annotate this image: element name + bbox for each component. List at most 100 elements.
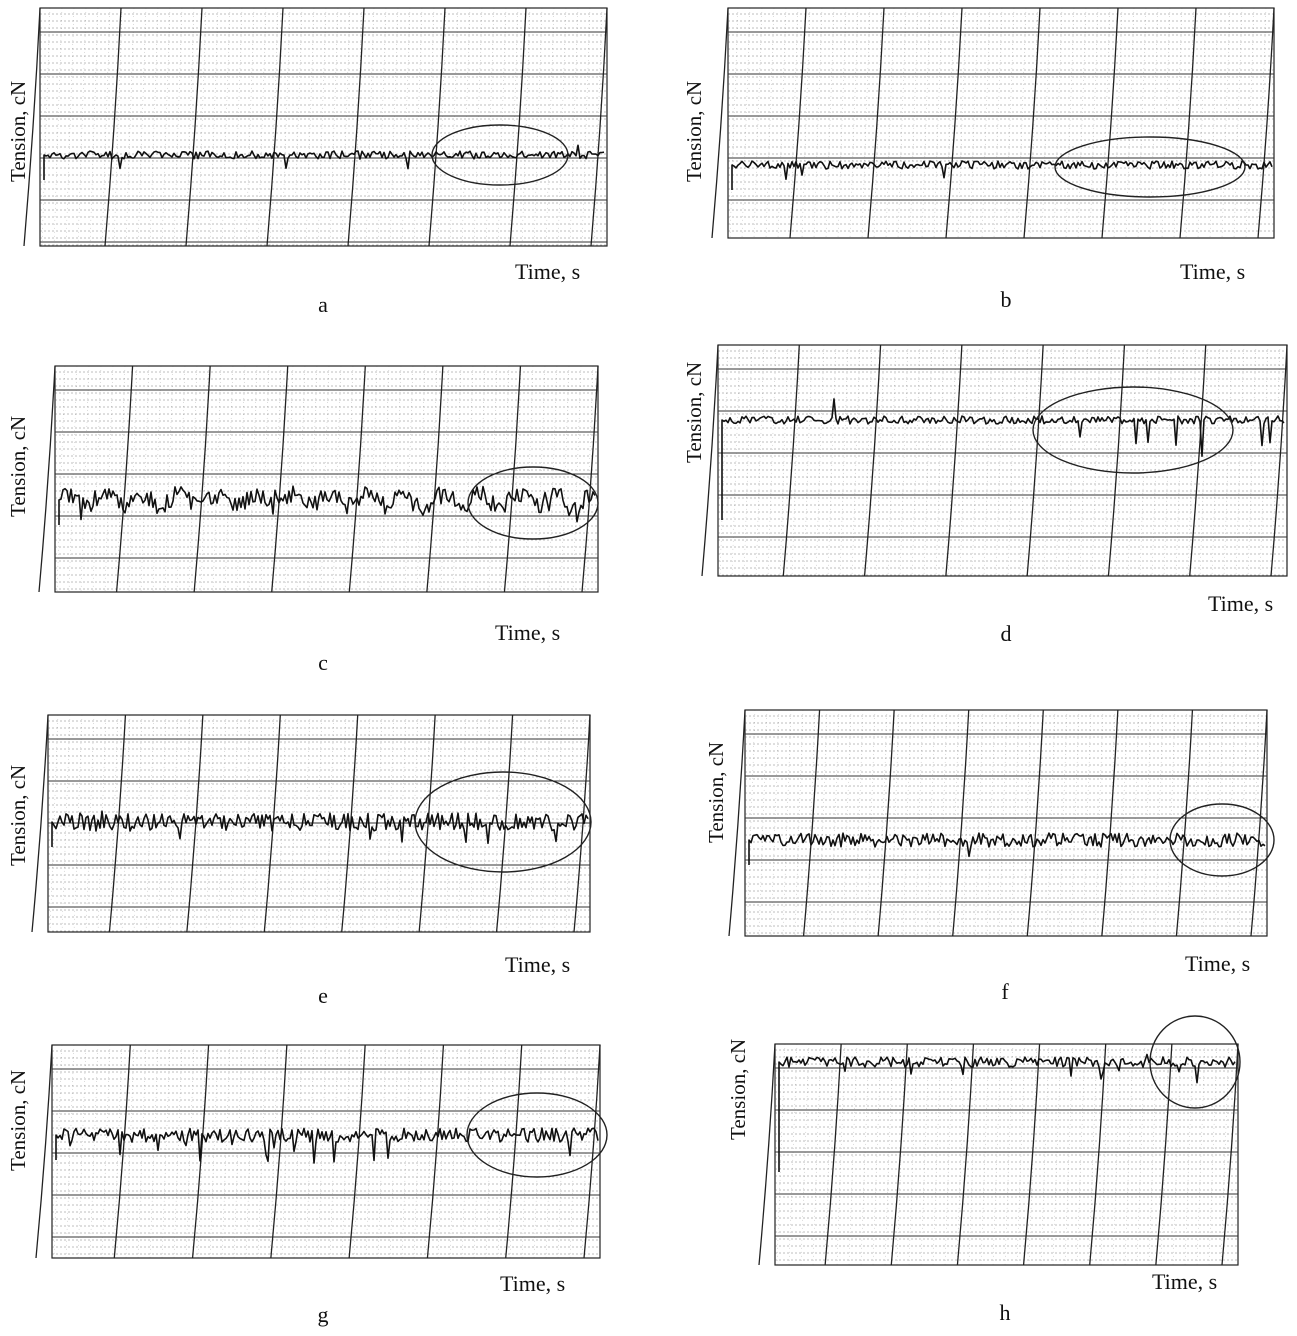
grid-minor [265,714,275,933]
grid-arc [426,1044,445,1259]
grid-minor [581,7,591,247]
grid-minor [449,7,459,247]
grid-arc [428,7,446,247]
grid-minor [325,714,335,933]
grid-minor [968,1043,978,1266]
grid-arc [583,1044,601,1259]
grid-minor [529,714,539,933]
chart-frame [774,1043,1239,1266]
grid-arc [573,714,591,933]
grid-minor [113,7,123,247]
grid-minor [332,365,342,593]
grid-minor [926,709,936,937]
grid-minor [837,7,847,239]
grid-minor [1220,1043,1230,1266]
grid-minor [421,714,431,933]
chart-h [758,1015,1241,1266]
grid-minor [53,7,63,247]
grid-arc [348,1044,366,1259]
grid-minor [445,714,455,933]
grid-minor [277,714,287,933]
grid-minor [565,714,575,933]
grid-minor [866,709,876,937]
grid-minor [908,1043,918,1266]
grid-minor [758,709,768,937]
grid-minor [1041,7,1051,239]
grid-minor [188,365,198,593]
grid-minor [746,709,756,937]
panel-caption: e [318,983,328,1008]
grid-minor [899,344,909,577]
x-axis-label: Time, s [505,952,571,977]
highlight-ellipse [1149,1015,1241,1109]
grid-minor [308,365,318,593]
grid-minor [89,7,99,247]
y-axis-label: Tension, cN [6,415,30,517]
grid-minor [1052,1043,1062,1266]
grid-minor [80,365,90,593]
grid-minor [875,344,885,577]
grid-time-arcs [758,1043,1239,1266]
grid-minor [815,344,825,577]
grid-arc [877,709,895,937]
grid-arc [728,709,746,937]
grid-minor [1113,7,1123,239]
grid-minor [545,7,555,247]
grid-minor [1094,709,1104,937]
grid-minor [569,7,579,247]
chart-d [701,344,1288,577]
grid-minor [49,714,59,933]
grid-time-arcs [35,1044,601,1259]
grid-minor [861,7,871,239]
grid-arc [1257,7,1275,239]
panel-e: Tension, cN Time, s e [0,700,640,1020]
grid-minor [933,7,943,239]
highlight-ellipse [467,466,599,540]
grid-minor [1079,344,1089,577]
grid-minor [980,1043,990,1266]
grid-minor [269,7,279,247]
grid-minor [1173,7,1183,239]
grid-minor [505,714,515,933]
grid-arc [270,1044,288,1259]
grid-minor [1221,7,1231,239]
grid-minor [356,365,366,593]
grid-minor [729,7,739,239]
grid-arc [824,1043,842,1266]
grid-minor [409,714,419,933]
grid-minor [962,709,972,937]
grid-minor [1040,1043,1050,1266]
grid-minor [842,709,852,937]
grid-minor [169,714,179,933]
grid-minor [719,344,729,577]
grid-minor [464,365,474,593]
grid-minor [848,1043,858,1266]
grid-minor [344,365,354,593]
grid-minor [1235,344,1245,577]
grid-arc [1221,1043,1239,1266]
grid-minor [1166,709,1176,937]
grid-minor [935,344,945,577]
x-axis-label: Time, s [515,259,581,284]
grid-minor [776,1043,786,1266]
grid-minor [481,714,491,933]
highlight-ellipse [414,771,592,873]
grid-minor [452,365,462,593]
grid-minor [397,714,407,933]
grid-minor [296,365,306,593]
grid-minor [896,1043,906,1266]
grid-minor [197,7,207,247]
grid-minor [1209,7,1219,239]
grid-arc [789,7,807,239]
grid-major [775,1067,1238,1237]
grid-minor [1088,1043,1098,1266]
grid-minor [317,7,327,247]
grid-horizontal [745,715,1267,934]
grid-arc [266,7,284,247]
grid-minor [1151,344,1161,577]
grid-minor [1127,344,1137,577]
grid-minor [389,7,399,247]
y-axis-label: Tension, cN [6,764,30,866]
grid-major [52,1068,600,1238]
grid-minor [437,7,447,247]
